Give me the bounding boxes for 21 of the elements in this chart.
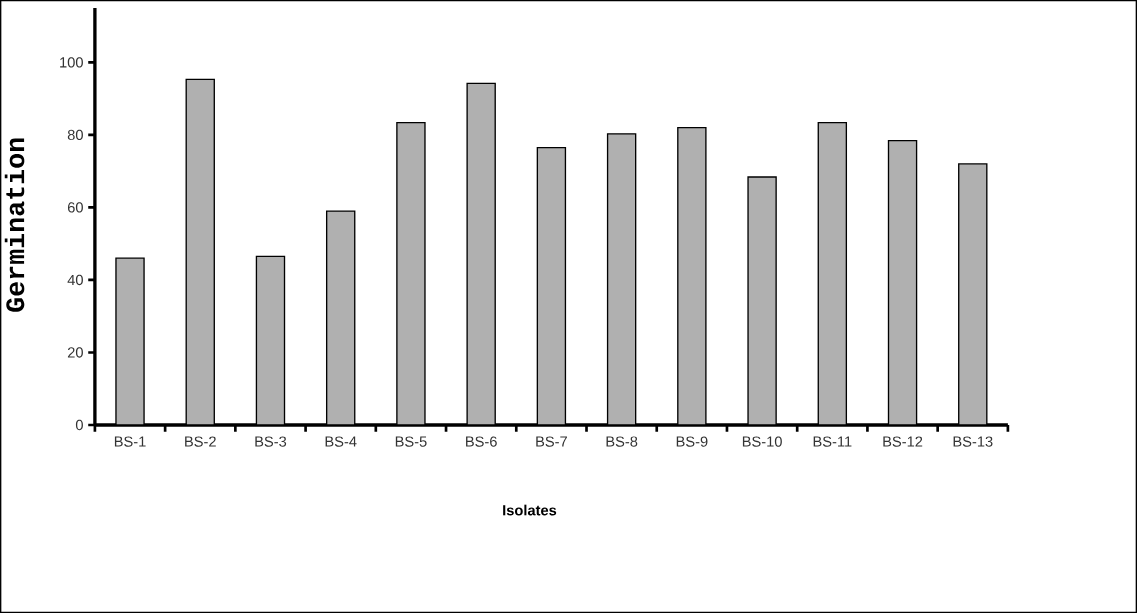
x-tick-label: BS-3: [255, 436, 287, 447]
y-tick-label: 20: [67, 347, 83, 358]
x-tick-label: BS-5: [395, 436, 427, 447]
y-tick-label: 0: [75, 419, 83, 431]
x-tick-label: BS-10: [742, 436, 782, 447]
x-tick-label: BS-4: [325, 436, 357, 447]
x-tick-label: BS-9: [676, 436, 708, 447]
x-tick-label: BS-7: [536, 436, 567, 447]
y-tick-label: 100: [60, 57, 83, 68]
y-tick-label: 80: [67, 129, 83, 141]
y-tick-label: 40: [67, 274, 83, 286]
x-tick-label: BS-11: [813, 436, 852, 447]
x-tick-label: BS-13: [953, 436, 993, 447]
x-tick-label: BS-2: [185, 436, 216, 447]
y-tick-label: 60: [67, 202, 83, 213]
x-tick-label: BS-6: [466, 436, 497, 447]
y-axis-title: Germination: [4, 138, 25, 312]
x-tick-label: BS-1: [114, 436, 146, 447]
x-axis-title: Isolates: [503, 504, 557, 516]
x-tick-label: BS-8: [606, 436, 638, 447]
x-tick-label: BS-12: [883, 436, 923, 447]
